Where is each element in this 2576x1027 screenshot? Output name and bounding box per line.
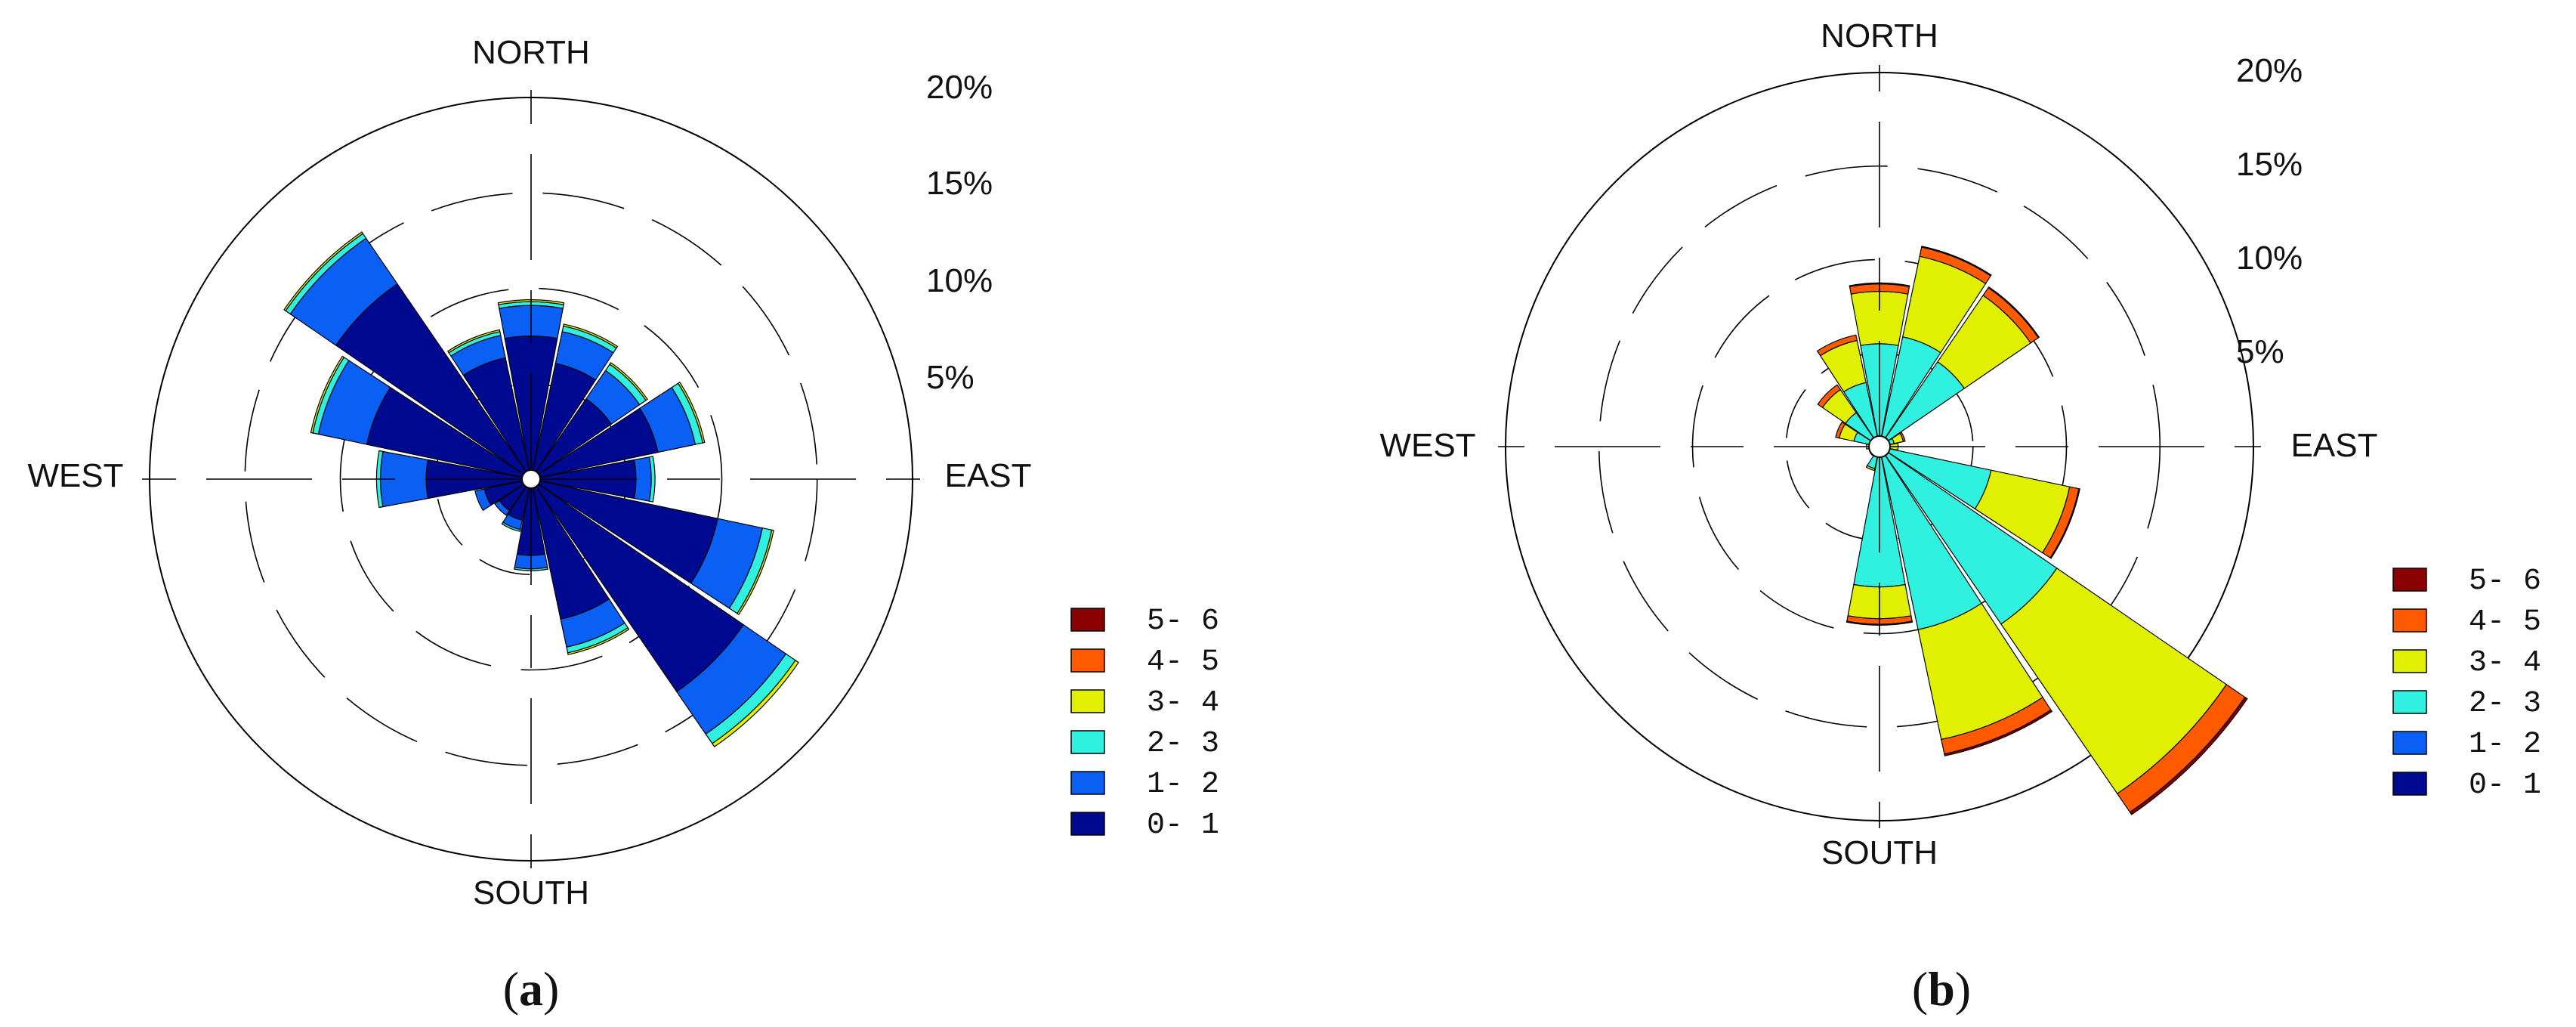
legend-label: 3- 4: [2469, 646, 2541, 680]
wind-rose-wedges: [1816, 246, 2248, 815]
wedge-nne-5-6: [1920, 246, 1992, 277]
legend-swatch: [1070, 812, 1105, 836]
compass-axes: [1498, 65, 2261, 828]
legend-label: 3- 4: [1147, 686, 1219, 720]
legend-swatch: [1070, 730, 1105, 754]
legend-label: 2- 3: [2469, 687, 2541, 721]
wedge-ene-3-4: [677, 381, 706, 444]
wedge-nnw-3-4: [446, 329, 501, 354]
wedge-wnw-4-5: [1835, 421, 1846, 439]
wedge-nnw-4-5: [1816, 334, 1858, 357]
legend-label: 1- 2: [1147, 768, 1219, 802]
ring-label-15: 15%: [2236, 146, 2303, 183]
wedge-ese-5-6: [2049, 487, 2080, 559]
legend-label: 4- 5: [1147, 645, 1219, 679]
ring-label-20: 20%: [2236, 52, 2303, 89]
wedge-se-3-4: [711, 659, 799, 747]
wedge-e-2-3: [648, 456, 656, 503]
wedge-ssw-2-3: [501, 521, 521, 532]
wedge-sw-1-2: [494, 500, 511, 516]
legend-swatch: [1070, 608, 1105, 632]
legend-label: 4- 5: [2469, 605, 2541, 639]
wedge-s-5-6: [1846, 620, 1913, 626]
compass-label-north: NORTH: [472, 34, 590, 71]
wedge-wsw-1-2: [474, 488, 492, 512]
compass-label-north: NORTH: [1821, 17, 1938, 54]
wedge-se-5-6: [2129, 696, 2248, 815]
grid-ring-10: [339, 287, 723, 671]
panel-label-a: (a): [503, 962, 560, 1016]
compass-label-east: EAST: [2291, 427, 2378, 464]
legend-label: 2- 3: [1147, 727, 1219, 761]
wind-rose-panel-b: NORTH SOUTH WEST EAST 20% 15% 10% 5% 5- …: [1379, 17, 2541, 1016]
wedge-ne-3-4: [609, 362, 648, 401]
compass-label-west: WEST: [27, 457, 123, 494]
wedge-nw-3-4: [283, 231, 364, 312]
legend-label: 5- 6: [1147, 605, 1219, 639]
ring-label-15: 15%: [926, 165, 993, 202]
wind-rose-wedges: [283, 231, 799, 747]
ring-label-10: 10%: [2236, 240, 2303, 277]
speed-legend: 5- 6 4- 5 3- 4 2- 3 1- 2 0- 1: [2392, 565, 2541, 803]
legend-swatch: [2392, 731, 2427, 755]
compass-axes: [142, 90, 920, 868]
panel-label-b: (b): [1912, 962, 1971, 1016]
legend-swatch: [2392, 772, 2427, 796]
legend-swatch: [2392, 649, 2427, 673]
legend-swatch: [2392, 608, 2427, 633]
center-hub: [1868, 435, 1891, 458]
legend-label: 0- 1: [1147, 809, 1219, 843]
wedge-nne-3-4: [563, 323, 619, 349]
ring-label-10: 10%: [926, 262, 993, 299]
legend-swatch: [2392, 690, 2427, 714]
wedge-n-5-6: [1849, 282, 1910, 288]
wedge-ne-5-6: [1988, 286, 2040, 339]
compass-label-south: SOUTH: [473, 874, 589, 911]
wedge-sse-5-6: [1944, 709, 2053, 756]
legend-swatch: [1070, 689, 1105, 713]
wedge-wnw-3-4: [310, 355, 345, 434]
wedge-sse-3-4: [567, 626, 630, 655]
compass-label-south: SOUTH: [1821, 834, 1938, 871]
compass-label-east: EAST: [945, 457, 1032, 494]
legend-swatch: [2392, 568, 2427, 592]
legend-label: 1- 2: [2469, 728, 2541, 762]
wedge-ese-3-4: [737, 529, 774, 615]
wedge-ene-4-5: [1899, 432, 1906, 443]
compass-label-west: WEST: [1379, 427, 1475, 464]
center-hub: [521, 469, 541, 489]
ring-label-5: 5%: [2236, 333, 2284, 370]
ring-label-5: 5%: [926, 359, 974, 396]
ring-label-20: 20%: [926, 69, 993, 106]
legend-swatch: [1070, 771, 1105, 795]
wedge-n-3-4: [497, 299, 565, 305]
legend-label: 0- 1: [2469, 769, 2541, 803]
legend-label: 5- 6: [2469, 565, 2541, 599]
legend-swatch: [1070, 648, 1105, 673]
wind-rose-panel-a: NORTH SOUTH WEST EAST 20% 15% 10% 5% 5- …: [27, 34, 1219, 1016]
wedge-ssw-3-4: [1865, 465, 1876, 472]
speed-legend: 5- 6 4- 5 3- 4 2- 3 1- 2 0- 1: [1070, 605, 1219, 843]
wedge-nw-4-5: [1817, 384, 1842, 409]
